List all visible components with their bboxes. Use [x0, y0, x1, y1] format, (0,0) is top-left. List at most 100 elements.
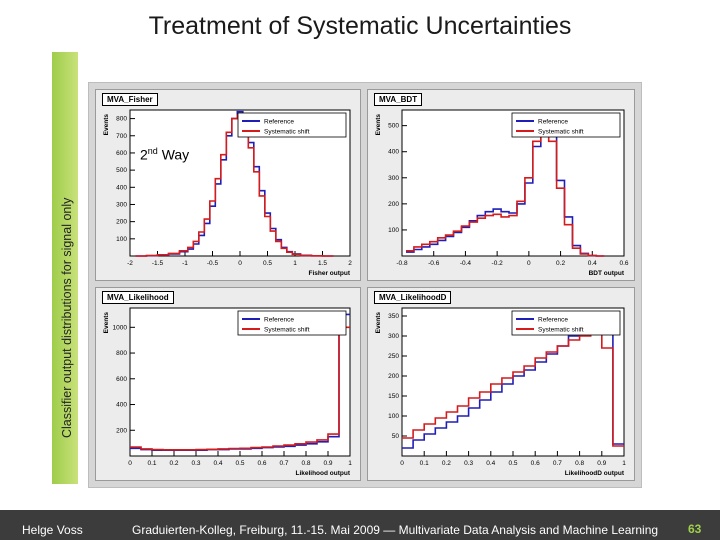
likelihoodd-ytick-label: 100 — [388, 413, 399, 420]
likelihoodd-ytick-label: 150 — [388, 393, 399, 400]
likelihood-xtick-label: 0 — [128, 460, 132, 467]
bdt-ytick-label: 500 — [388, 123, 399, 130]
likelihoodd-xtick-label: 0.4 — [486, 460, 495, 467]
likelihoodd-xtick-label: 0.6 — [531, 460, 540, 467]
likelihood-ytick-label: 400 — [116, 402, 127, 409]
likelihoodd-ytick-label: 200 — [388, 373, 399, 380]
likelihoodd-xlabel: LikelihoodD output — [565, 470, 625, 477]
likelihood-legend-box — [237, 310, 347, 336]
bdt-ytick-label: 200 — [388, 201, 399, 208]
footer-event: Graduierten-Kolleg, Freiburg, 11.-15. Ma… — [132, 523, 659, 537]
likelihoodd-xtick-label: 0.1 — [420, 460, 429, 467]
bdt-ytick-label: 300 — [388, 175, 399, 182]
bdt-xtick-label: -0.8 — [396, 260, 408, 267]
fisher-xtick-label: 2 — [348, 260, 352, 267]
likelihood-xtick-label: 0.6 — [257, 460, 266, 467]
likelihoodd-ytick-label: 50 — [392, 433, 400, 440]
annotation-superscript: nd — [147, 146, 158, 156]
likelihoodd-xtick-label: 0.9 — [597, 460, 606, 467]
fisher-xtick-label: -0.5 — [207, 260, 219, 267]
fisher-ytick-label: 400 — [116, 184, 127, 191]
likelihoodd-ytick-label: 350 — [388, 313, 399, 320]
fisher-ytick-label: 100 — [116, 236, 127, 243]
fisher-ytick-label: 200 — [116, 219, 127, 226]
likelihoodd-xtick-label: 0.2 — [442, 460, 451, 467]
likelihood-xtick-label: 0.2 — [169, 460, 178, 467]
bdt-series-shift — [406, 119, 605, 257]
plot-title-likelihood: MVA_Likelihood — [102, 291, 174, 304]
bdt-xtick-label: 0.4 — [588, 260, 597, 267]
likelihood-xtick-label: 0.1 — [147, 460, 156, 467]
bdt-ytick-label: 100 — [388, 227, 399, 234]
likelihood-xtick-label: 0.4 — [213, 460, 222, 467]
likelihood-xtick-label: 0.7 — [279, 460, 288, 467]
bdt-legend-label: Reference — [538, 119, 568, 126]
likelihoodd-xtick-label: 0.8 — [575, 460, 584, 467]
bdt-xtick-label: -0.2 — [492, 260, 504, 267]
likelihood-ytick-label: 1000 — [113, 324, 128, 331]
bdt-xtick-label: -0.4 — [460, 260, 472, 267]
side-accent-bar — [52, 52, 78, 484]
slide-title: Treatment of Systematic Uncertainties — [148, 12, 572, 40]
plot-canvas: -2 -1.5 -1 -0.5 0 0.5 1 1.5 2 100 200 300 400 500 600 7… — [88, 82, 642, 488]
plot-title-likelihoodd: MVA_LikelihoodD — [374, 291, 452, 304]
likelihoodd-legend-label: Reference — [538, 317, 568, 324]
fisher-legend-label: Systematic shift — [264, 129, 310, 136]
fisher-xtick-label: 0.5 — [263, 260, 272, 267]
likelihood-xtick-label: 0.3 — [191, 460, 200, 467]
bdt-legend-label: Systematic shift — [538, 129, 584, 136]
footer-author: Helge Voss — [22, 523, 83, 537]
fisher-xtick-label: 1.5 — [318, 260, 327, 267]
fisher-xtick-label: -1.5 — [152, 260, 164, 267]
likelihood-ytick-label: 800 — [116, 350, 127, 357]
likelihood-ytick-label: 600 — [116, 376, 127, 383]
bdt-ytick-label: 400 — [388, 149, 399, 156]
annotation-rest: Way — [157, 146, 190, 163]
likelihoodd-legend-box — [511, 310, 621, 336]
plot-title-bdt: MVA_BDT — [374, 93, 423, 106]
likelihoodd-legend-label: Systematic shift — [538, 327, 584, 334]
second-way-annotation: 2nd Way — [140, 146, 189, 163]
likelihoodd-xtick-label: 0.5 — [508, 460, 517, 467]
fisher-ytick-label: 700 — [116, 133, 127, 140]
likelihood-xtick-label: 1 — [348, 460, 352, 467]
likelihood-xtick-label: 0.8 — [301, 460, 310, 467]
bdt-xtick-label: 0.6 — [619, 260, 628, 267]
likelihoodd-xtick-label: 0.3 — [464, 460, 473, 467]
bdt-xtick-label: 0.2 — [556, 260, 565, 267]
fisher-xlabel: Fisher output — [308, 270, 350, 277]
fisher-ytick-label: 800 — [116, 116, 127, 123]
likelihoodd-ytick-label: 250 — [388, 353, 399, 360]
fisher-chart-svg: -2 -1.5 -1 -0.5 0 0.5 1 1.5 2 100 200 300 400 500 600 7… — [103, 109, 352, 277]
fisher-ytick-label: 500 — [116, 167, 127, 174]
likelihood-xtick-label: 0.5 — [235, 460, 244, 467]
fisher-ytick-label: 300 — [116, 201, 127, 208]
bdt-legend-box — [511, 112, 621, 138]
likelihood-series-shift — [130, 326, 350, 451]
bdt-xlabel: BDT output — [589, 270, 625, 277]
plot-likelihoodd: 0 0.1 0.2 0.3 0.4 0.5 0.6 0.7 0.8 0.9 1 50 100 150 200… — [367, 287, 635, 481]
fisher-xtick-label: -1 — [182, 260, 188, 267]
annotation-base: 2 — [140, 146, 148, 163]
likelihoodd-ytick-label: 300 — [388, 333, 399, 340]
bdt-ylabel: Events — [375, 114, 382, 136]
fisher-ytick-label: 600 — [116, 150, 127, 157]
bdt-chart-svg: -0.8 -0.6 -0.4 -0.2 0 0.2 0.4 0.6 100 200 300 400 50… — [375, 109, 629, 277]
likelihoodd-ylabel: Events — [375, 312, 382, 334]
likelihood-legend-label: Systematic shift — [264, 327, 310, 334]
likelihoodd-xtick-label: 0.7 — [553, 460, 562, 467]
fisher-legend-box — [237, 112, 347, 138]
bdt-series-reference — [406, 114, 605, 257]
fisher-ylabel: Events — [103, 114, 110, 136]
likelihood-ylabel: Events — [103, 312, 110, 334]
plot-bdt: -0.8 -0.6 -0.4 -0.2 0 0.2 0.4 0.6 100 200 300 400 50… — [367, 89, 635, 281]
footer-bar: Helge Voss Graduierten-Kolleg, Freiburg,… — [0, 510, 720, 540]
vertical-axis-caption: Classifier output distributions for sign… — [60, 197, 74, 438]
likelihood-xlabel: Likelihood output — [295, 470, 350, 477]
fisher-xtick-label: 0 — [238, 260, 242, 267]
likelihood-xtick-label: 0.9 — [323, 460, 332, 467]
fisher-legend-label: Reference — [264, 119, 294, 126]
likelihood-ytick-label: 200 — [116, 427, 127, 434]
bdt-xtick-label: -0.6 — [428, 260, 440, 267]
page-number: 63 — [688, 522, 702, 536]
